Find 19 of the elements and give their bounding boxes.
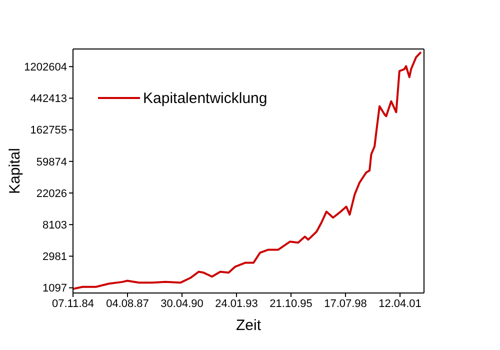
y-tick-label: 8103 (42, 220, 67, 232)
line-series (73, 51, 422, 290)
y-axis-title: Kapital (6, 148, 24, 194)
x-axis-title: Zeit (236, 317, 262, 334)
y-tick-label: 162755 (30, 124, 67, 137)
y-tick-label: 59874 (36, 156, 67, 168)
x-tick-label: 04.08.87 (106, 298, 149, 310)
y-tick-label: 1202604 (24, 62, 67, 74)
x-tick-label: 17.07.98 (324, 298, 367, 310)
x-tick-label: 21.10.95 (270, 298, 312, 310)
y-tick-label: 2981 (42, 251, 67, 264)
x-tick-label: 07.11.84 (52, 298, 94, 310)
x-tick-label: 24.01.93 (215, 298, 258, 310)
x-tick-label: 30.04.90 (160, 298, 204, 310)
y-tick-label: 22026 (36, 188, 67, 200)
y-tick-label: 1097 (42, 282, 67, 295)
y-tick-label: 442413 (30, 93, 67, 106)
legend-label: Kapitalentwicklung (143, 90, 268, 107)
x-tick-label: 12.04.01 (378, 298, 422, 310)
